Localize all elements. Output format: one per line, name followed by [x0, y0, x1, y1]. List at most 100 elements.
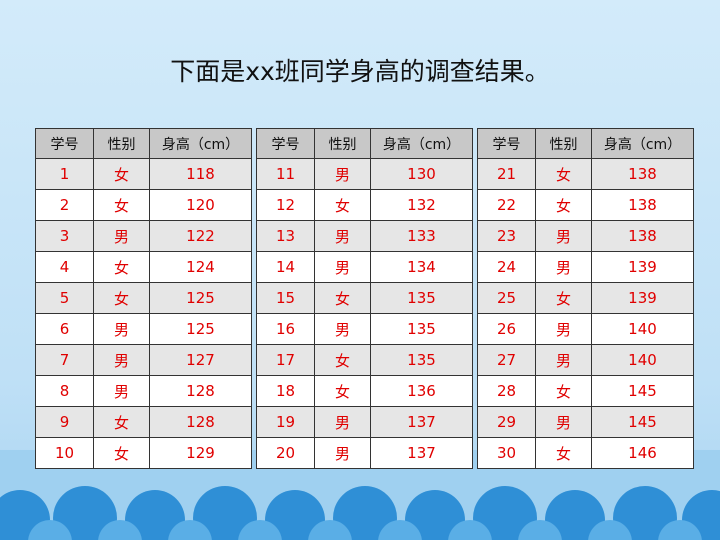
data-row: 22 女 138	[477, 189, 694, 221]
cell: 125	[149, 313, 252, 345]
cell: 男	[535, 251, 592, 283]
cell: 120	[149, 189, 252, 221]
header-cell: 性别	[314, 128, 371, 159]
data-row: 30 女 146	[477, 437, 694, 469]
cell: 21	[477, 158, 536, 190]
cell: 1	[35, 158, 94, 190]
data-row: 14 男 134	[256, 251, 473, 283]
cell: 118	[149, 158, 252, 190]
cell: 男	[314, 313, 371, 345]
data-row: 28 女 145	[477, 375, 694, 407]
data-row: 9 女 128	[35, 406, 252, 438]
cell: 13	[256, 220, 315, 252]
cell: 11	[256, 158, 315, 190]
cell: 9	[35, 406, 94, 438]
cell: 4	[35, 251, 94, 283]
cell: 女	[535, 158, 592, 190]
cell: 135	[370, 344, 473, 376]
cell: 6	[35, 313, 94, 345]
header-cell: 学号	[477, 128, 536, 159]
cell: 140	[591, 313, 694, 345]
cell: 男	[535, 344, 592, 376]
cell: 14	[256, 251, 315, 283]
cell: 女	[93, 406, 150, 438]
cell: 23	[477, 220, 536, 252]
cell: 138	[591, 189, 694, 221]
data-row: 6 男 125	[35, 313, 252, 345]
cell: 3	[35, 220, 94, 252]
cell: 20	[256, 437, 315, 469]
cell: 146	[591, 437, 694, 469]
data-row: 16 男 135	[256, 313, 473, 345]
cell: 7	[35, 344, 94, 376]
header-cell: 身高（cm）	[370, 128, 473, 159]
cell: 男	[314, 406, 371, 438]
cell: 27	[477, 344, 536, 376]
cell: 16	[256, 313, 315, 345]
header-cell: 学号	[35, 128, 94, 159]
header-cell: 身高（cm）	[591, 128, 694, 159]
cell: 男	[314, 158, 371, 190]
cell: 男	[93, 220, 150, 252]
header-cell: 身高（cm）	[149, 128, 252, 159]
cell: 129	[149, 437, 252, 469]
header-cell: 学号	[256, 128, 315, 159]
cell: 134	[370, 251, 473, 283]
cell: 女	[93, 437, 150, 469]
cell: 女	[314, 375, 371, 407]
cell: 女	[535, 282, 592, 314]
cell: 男	[535, 313, 592, 345]
cell: 17	[256, 344, 315, 376]
cell: 男	[93, 344, 150, 376]
cell: 女	[93, 158, 150, 190]
cell: 28	[477, 375, 536, 407]
cell: 26	[477, 313, 536, 345]
data-row: 19 男 137	[256, 406, 473, 438]
cell: 女	[314, 282, 371, 314]
header-row: 学号 性别 身高（cm）	[256, 128, 473, 159]
cell: 132	[370, 189, 473, 221]
data-row: 2 女 120	[35, 189, 252, 221]
cell: 女	[93, 282, 150, 314]
cell: 女	[314, 189, 371, 221]
data-row: 3 男 122	[35, 220, 252, 252]
cell: 女	[535, 437, 592, 469]
cell: 女	[535, 189, 592, 221]
cell: 130	[370, 158, 473, 190]
cell: 女	[535, 375, 592, 407]
cell: 男	[93, 313, 150, 345]
cell: 男	[314, 220, 371, 252]
data-row: 15 女 135	[256, 282, 473, 314]
data-row: 4 女 124	[35, 251, 252, 283]
cell: 29	[477, 406, 536, 438]
header-cell: 性别	[93, 128, 150, 159]
cell: 137	[370, 406, 473, 438]
cell: 男	[93, 375, 150, 407]
cell: 136	[370, 375, 473, 407]
cell: 133	[370, 220, 473, 252]
cell: 2	[35, 189, 94, 221]
cell: 128	[149, 406, 252, 438]
data-row: 25 女 139	[477, 282, 694, 314]
header-row: 学号 性别 身高（cm）	[35, 128, 252, 159]
cell: 5	[35, 282, 94, 314]
data-row: 26 男 140	[477, 313, 694, 345]
data-row: 17 女 135	[256, 344, 473, 376]
cell: 145	[591, 406, 694, 438]
cell: 男	[314, 437, 371, 469]
cell: 125	[149, 282, 252, 314]
cell: 男	[535, 406, 592, 438]
cell: 135	[370, 282, 473, 314]
data-row: 12 女 132	[256, 189, 473, 221]
cell: 124	[149, 251, 252, 283]
cell: 137	[370, 437, 473, 469]
data-row: 7 男 127	[35, 344, 252, 376]
data-row: 27 男 140	[477, 344, 694, 376]
cell: 22	[477, 189, 536, 221]
cell: 128	[149, 375, 252, 407]
data-row: 23 男 138	[477, 220, 694, 252]
cell: 男	[535, 220, 592, 252]
cell: 10	[35, 437, 94, 469]
data-row: 24 男 139	[477, 251, 694, 283]
